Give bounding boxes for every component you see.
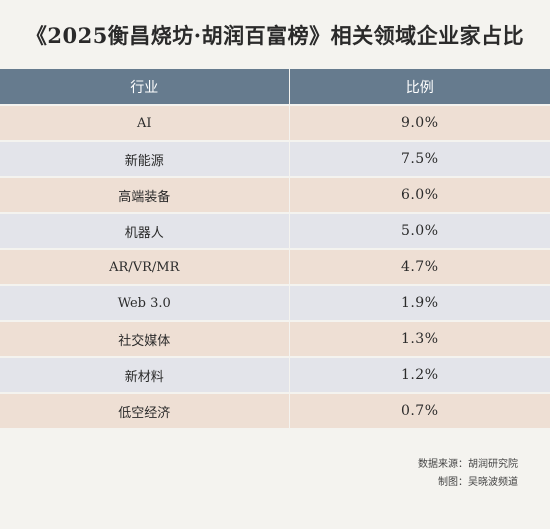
table-row: 低空经济 0.7% (0, 392, 550, 428)
table-row: AR/VR/MR 4.7% (0, 248, 550, 285)
table-row: 社交媒体 1.3% (0, 320, 550, 357)
share-cell: 5.0% (288, 212, 550, 249)
credit-note: 制图：吴晓波频道 (438, 477, 518, 488)
share-cell: 4.7% (288, 248, 550, 285)
industry-cell: 新能源 (0, 140, 289, 177)
share-cell: 7.5% (288, 140, 550, 177)
industry-cell: 高端装备 (0, 176, 289, 213)
column-header-share: 比例 (288, 69, 550, 105)
page-title: 《2025衡昌烧坊·胡润百富榜》相关领域企业家占比 (25, 23, 525, 48)
share-cell: 1.3% (288, 320, 550, 357)
table-header-row: 行业 比例 (0, 69, 550, 105)
industry-cell: 机器人 (0, 212, 289, 249)
industry-share-table: 行业 比例 AI 9.0% 新能源 7.5% 高端装备 6.0% 机器人 5.0… (0, 69, 550, 428)
share-cell: 9.0% (288, 104, 550, 141)
table-row: AI 9.0% (0, 104, 550, 141)
table-row: 新材料 1.2% (0, 356, 550, 393)
table-row: 高端装备 6.0% (0, 176, 550, 213)
industry-cell: Web 3.0 (0, 284, 289, 321)
industry-cell: 新材料 (0, 356, 289, 393)
industry-cell: 低空经济 (0, 392, 289, 428)
industry-cell: AR/VR/MR (0, 248, 289, 285)
table-row: 新能源 7.5% (0, 140, 550, 177)
industry-cell: 社交媒体 (0, 320, 289, 357)
share-cell: 0.7% (288, 392, 550, 428)
share-cell: 1.9% (288, 284, 550, 321)
industry-cell: AI (0, 104, 289, 141)
data-source-note: 数据来源：胡润研究院 (418, 459, 518, 470)
column-header-industry: 行业 (0, 69, 289, 105)
table-row: 机器人 5.0% (0, 212, 550, 249)
share-cell: 6.0% (288, 176, 550, 213)
table-row: Web 3.0 1.9% (0, 284, 550, 321)
footer-notes: 数据来源：胡润研究院 制图：吴晓波频道 (418, 456, 518, 492)
share-cell: 1.2% (288, 356, 550, 393)
